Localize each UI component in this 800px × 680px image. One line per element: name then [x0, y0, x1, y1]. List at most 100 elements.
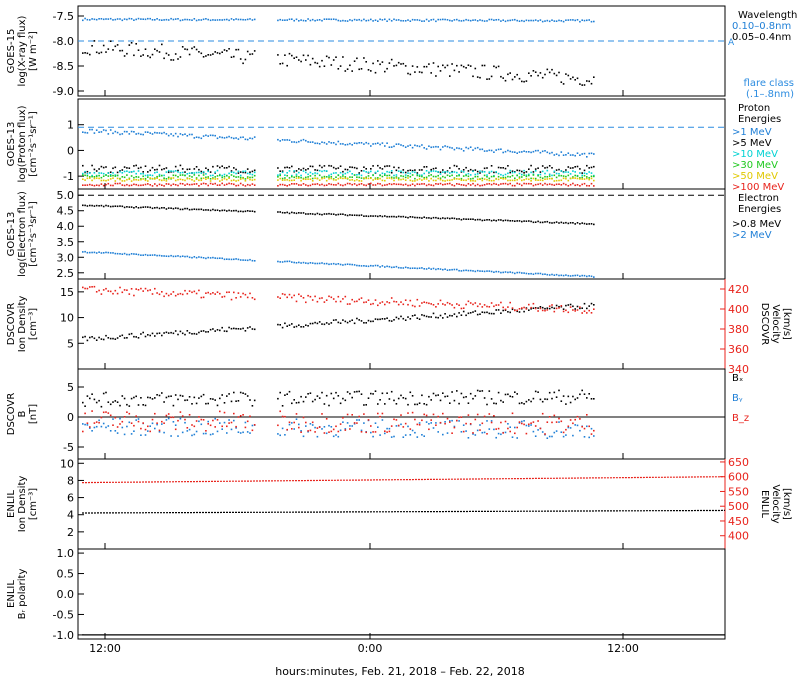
point-electron->2 MeV — [358, 264, 360, 267]
point-proton->100 MeV — [574, 184, 576, 187]
point-electron->0.8 MeV — [212, 208, 214, 211]
point-dscovr_b-Bz — [191, 424, 193, 426]
point-proton->5 MeV — [384, 165, 386, 168]
point-electron->0.8 MeV — [351, 214, 353, 216]
point-proton->10 MeV — [135, 172, 137, 175]
point-dscovr_density-velocity — [300, 295, 302, 297]
point-dscovr_b-Bz — [576, 415, 579, 418]
point-dscovr_b-By — [453, 425, 456, 428]
point-dscovr_b-By — [372, 435, 374, 438]
point-xray-0.05–0.4nm — [500, 75, 502, 78]
point-dscovr_b-Bz — [337, 430, 340, 433]
point-dscovr_b-By — [572, 434, 574, 437]
point-proton->100 MeV — [402, 184, 405, 186]
point-dscovr_b-Bx — [339, 402, 342, 405]
point-dscovr_b-Bx — [537, 391, 539, 393]
point-dscovr_density-density — [479, 313, 481, 315]
point-proton->100 MeV — [205, 183, 207, 185]
point-xray-0.05–0.4nm — [425, 65, 428, 68]
point-xray-0.05–0.4nm — [123, 55, 126, 57]
point-proton->100 MeV — [551, 183, 553, 186]
point-dscovr_density-density — [460, 314, 463, 316]
point-proton->100 MeV — [444, 183, 446, 186]
ytick-label-xray: -8.5 — [53, 60, 74, 73]
point-proton->1 MeV — [195, 136, 198, 138]
point-dscovr_b-Bx — [161, 392, 163, 394]
point-dscovr_density-velocity — [298, 293, 300, 296]
point-proton->5 MeV — [523, 172, 525, 174]
point-dscovr_density-density — [89, 336, 91, 339]
point-electron->2 MeV — [100, 252, 103, 254]
point-dscovr_b-Bz — [184, 418, 186, 421]
time-axis-label: hours:minutes, Feb. 21, 2018 – Feb. 22, … — [275, 665, 525, 678]
point-electron->2 MeV — [555, 273, 558, 276]
point-proton->1 MeV — [411, 146, 414, 149]
point-dscovr_b-Bz — [476, 413, 479, 416]
point-xray-0.05–0.4nm — [562, 83, 565, 85]
point-dscovr_density-density — [251, 328, 254, 330]
ytick-label-enlil_density: 10 — [60, 457, 74, 470]
point-electron->2 MeV — [444, 268, 446, 270]
point-proton->30 MeV — [581, 176, 583, 179]
point-electron->0.8 MeV — [86, 205, 89, 207]
point-dscovr_b-By — [109, 430, 112, 432]
point-xray-0.05–0.4nm — [363, 57, 365, 59]
point-proton->5 MeV — [423, 166, 425, 168]
point-proton->30 MeV — [509, 176, 511, 178]
point-dscovr_b-Bz — [316, 427, 319, 429]
point-electron->2 MeV — [581, 274, 583, 277]
point-dscovr_density-velocity — [374, 299, 377, 301]
point-proton->1 MeV — [507, 149, 509, 152]
point-dscovr_density-velocity — [544, 309, 546, 312]
point-proton->5 MeV — [544, 167, 546, 169]
point-dscovr_density-velocity — [84, 287, 86, 290]
point-electron->0.8 MeV — [390, 215, 393, 218]
point-proton->100 MeV — [523, 182, 525, 185]
point-proton->5 MeV — [456, 165, 458, 168]
point-dscovr_density-density — [228, 326, 230, 329]
point-dscovr_b-By — [154, 427, 156, 430]
point-electron->2 MeV — [386, 265, 388, 268]
point-proton->10 MeV — [490, 170, 493, 173]
ytick-label-dscovr_b: 5 — [67, 381, 74, 394]
point-electron->0.8 MeV — [102, 205, 105, 208]
point-proton->10 MeV — [590, 172, 593, 174]
point-dscovr_b-By — [95, 425, 98, 428]
point-proton->1 MeV — [116, 131, 119, 134]
point-electron->0.8 MeV — [353, 214, 356, 216]
point-dscovr_b-By — [465, 430, 467, 432]
point-electron->0.8 MeV — [251, 210, 254, 212]
point-proton->50 MeV — [126, 178, 128, 181]
point-xray-0.05–0.4nm — [170, 59, 172, 61]
point-dscovr_density-velocity — [228, 291, 230, 293]
point-dscovr_b-By — [309, 423, 312, 425]
point-proton->50 MeV — [416, 179, 419, 181]
point-dscovr_b-By — [165, 419, 168, 421]
point-electron->0.8 MeV — [318, 213, 321, 216]
point-electron->2 MeV — [421, 267, 423, 269]
point-proton->10 MeV — [365, 171, 367, 173]
point-xray-0.05–0.4nm — [188, 53, 191, 56]
point-proton->100 MeV — [226, 183, 228, 186]
point-proton->50 MeV — [107, 179, 110, 181]
point-proton->50 MeV — [386, 177, 388, 179]
point-proton->10 MeV — [158, 173, 161, 176]
point-xray-0.05–0.4nm — [534, 71, 537, 73]
point-proton->10 MeV — [416, 173, 419, 176]
point-xray-0.05–0.4nm — [144, 48, 147, 50]
point-proton->1 MeV — [456, 147, 458, 149]
point-proton->1 MeV — [530, 151, 532, 154]
point-electron->0.8 MeV — [453, 217, 456, 220]
point-xray-0.05–0.4nm — [397, 61, 400, 64]
point-dscovr_b-Bz — [551, 421, 553, 424]
point-proton->50 MeV — [588, 178, 590, 181]
point-proton->50 MeV — [284, 179, 286, 181]
point-xray-0.10–0.8nm — [416, 19, 419, 21]
point-electron->2 MeV — [430, 268, 432, 270]
point-dscovr_b-By — [495, 436, 497, 439]
point-electron->0.8 MeV — [493, 219, 495, 221]
point-dscovr_b-Bz — [295, 413, 298, 415]
point-proton->1 MeV — [583, 152, 586, 155]
point-electron->2 MeV — [193, 256, 196, 258]
point-dscovr_b-Bx — [193, 396, 196, 399]
